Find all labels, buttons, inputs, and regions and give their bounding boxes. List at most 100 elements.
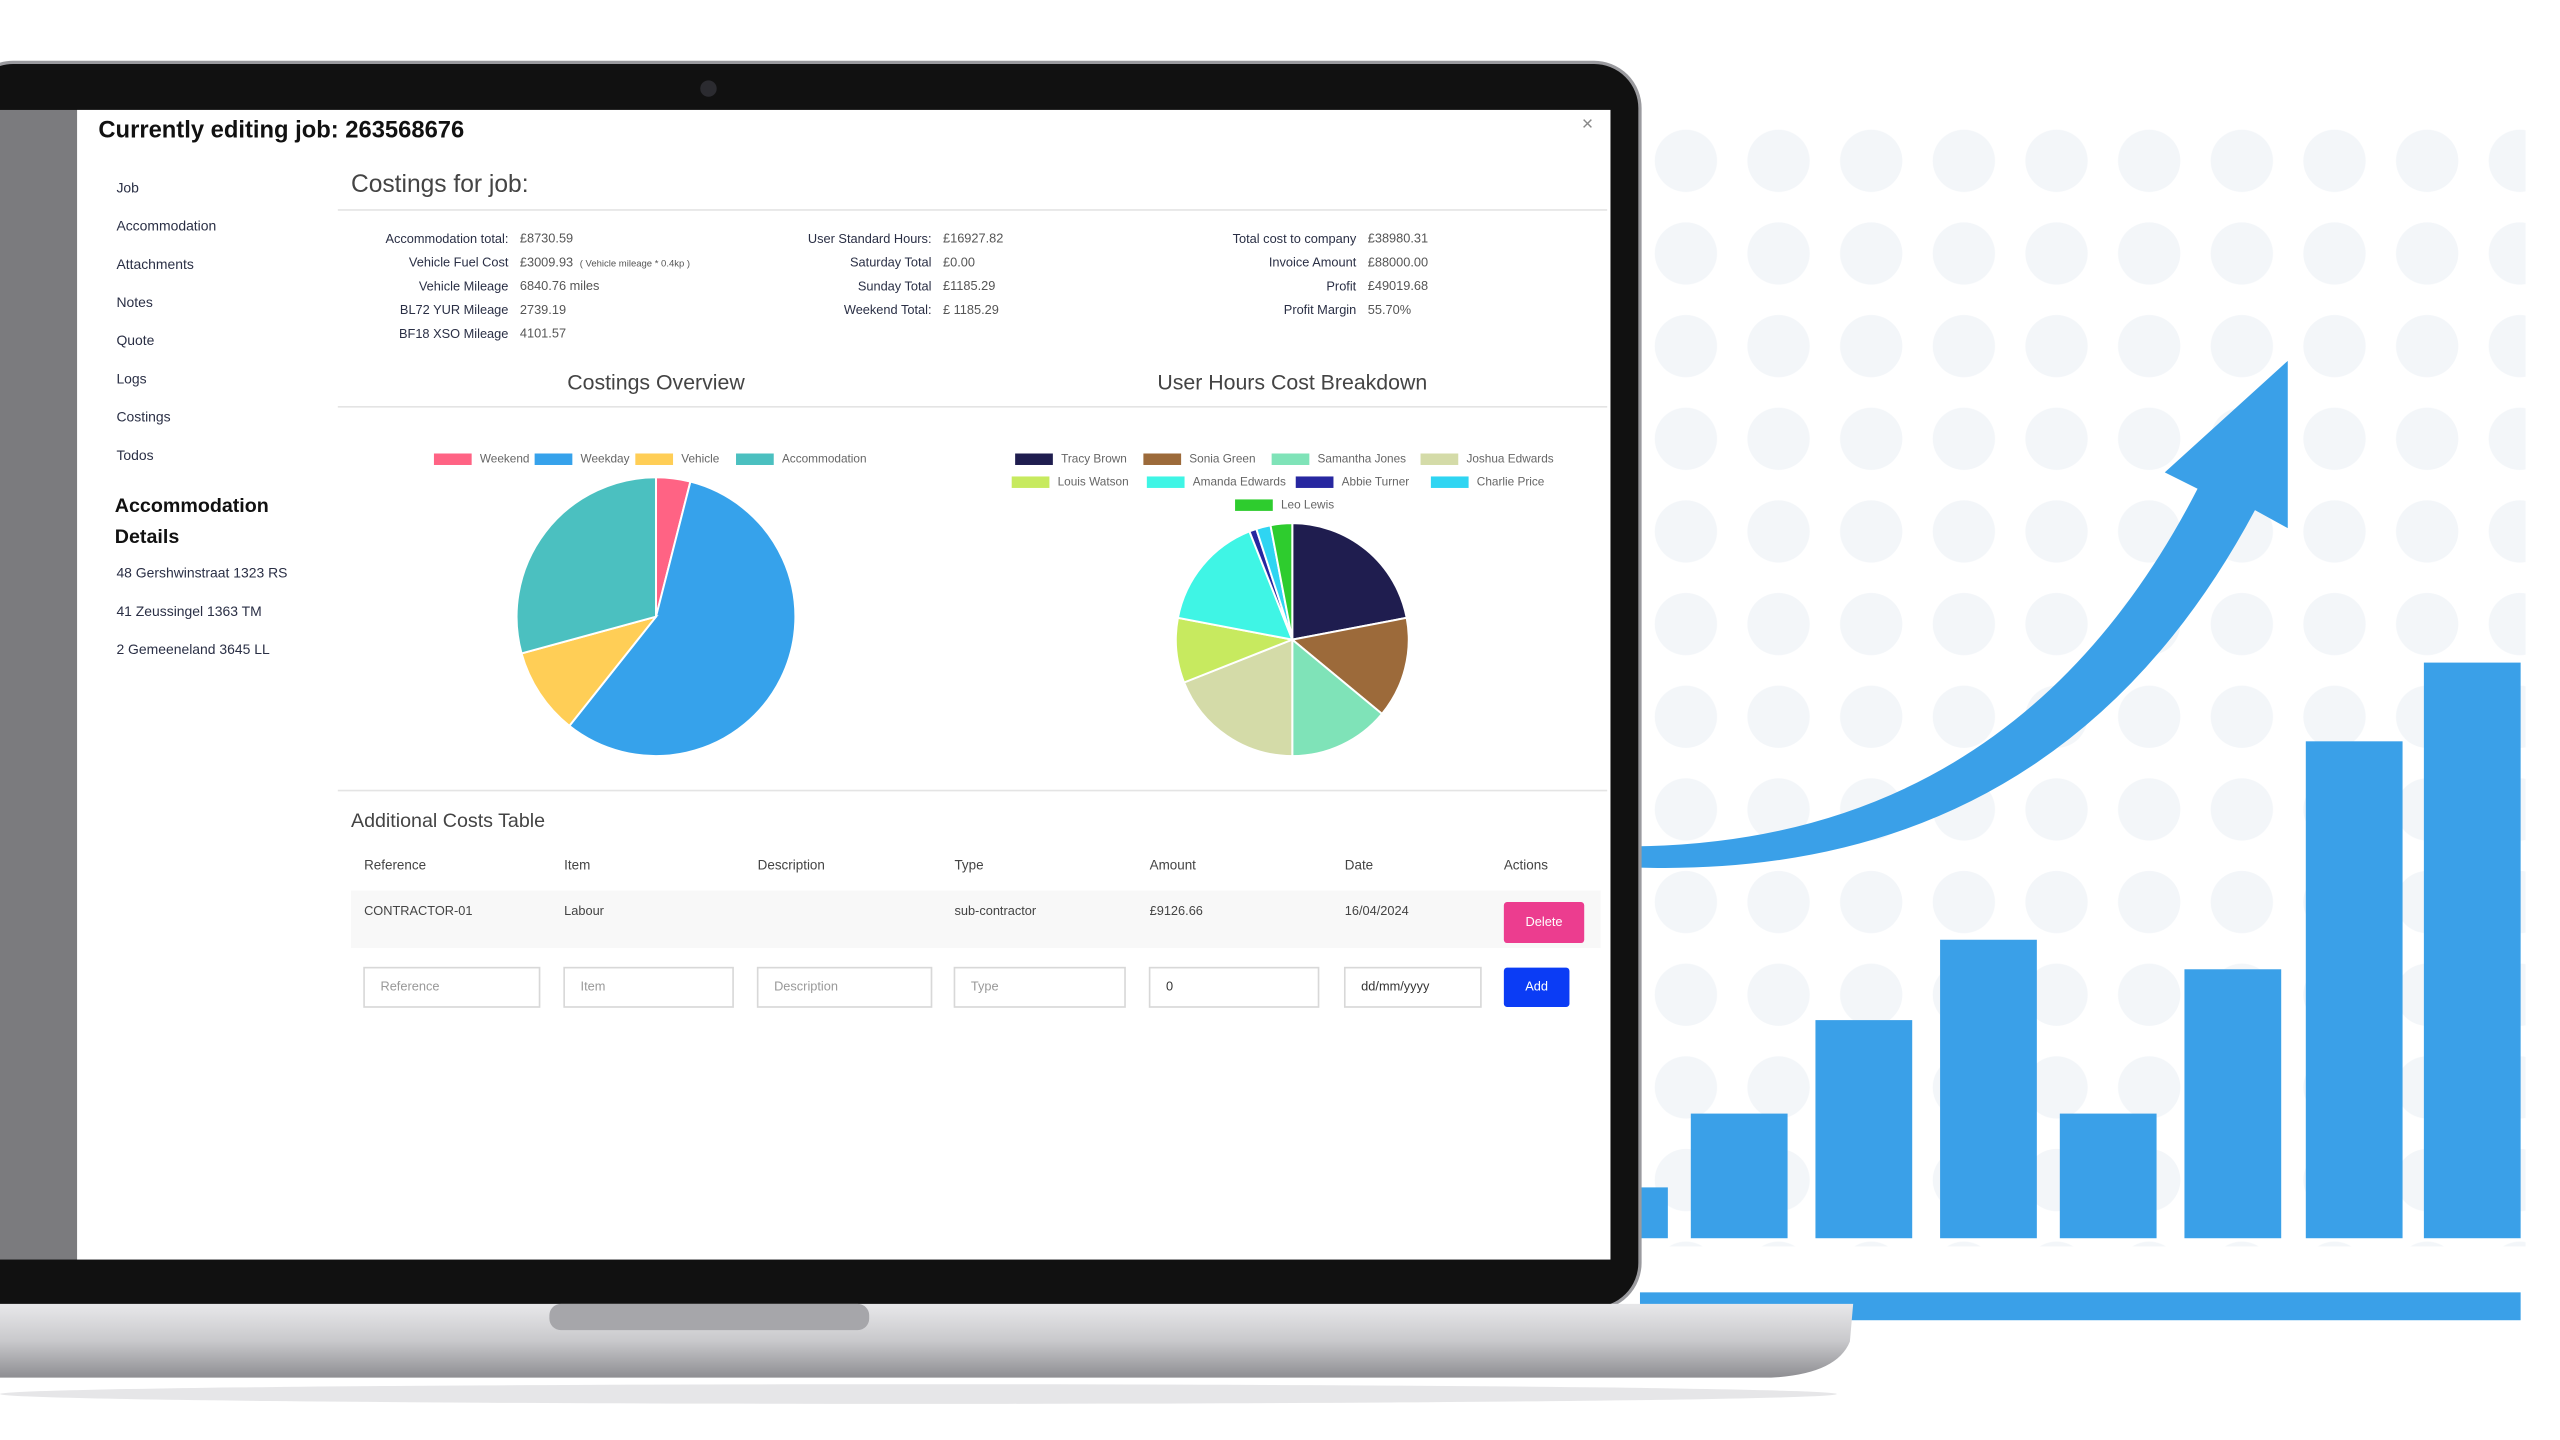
input-field[interactable] bbox=[756, 966, 933, 1008]
cost-value: 4101.57 bbox=[520, 326, 566, 341]
address: 2 Gemeeneland 3645 LL bbox=[116, 641, 270, 657]
table-header: Date bbox=[1345, 858, 1373, 873]
delete-button[interactable] bbox=[1503, 902, 1585, 944]
cost-label: Weekend Total: bbox=[844, 302, 932, 317]
cost-value: 6840.76 miles bbox=[520, 278, 600, 293]
add-button[interactable] bbox=[1503, 967, 1570, 1007]
cost-value-text: £8730.59 bbox=[520, 231, 573, 246]
table-header: Actions bbox=[1504, 858, 1548, 873]
input-field[interactable] bbox=[363, 966, 541, 1008]
decor-arrow bbox=[1639, 360, 2288, 868]
input-field[interactable] bbox=[1148, 966, 1320, 1008]
legend-label: Accommodation bbox=[782, 451, 867, 465]
cost-value-text: 4101.57 bbox=[520, 326, 566, 341]
cost-value-text: £ 1185.29 bbox=[943, 302, 999, 317]
nav-item[interactable]: Logs bbox=[116, 370, 146, 386]
cost-value-text: £88000.00 bbox=[1368, 255, 1428, 270]
legend-label: Sonia Green bbox=[1189, 451, 1255, 465]
cost-label: BF18 XSO Mileage bbox=[399, 326, 508, 341]
cost-label: User Standard Hours: bbox=[808, 231, 932, 246]
nav-item[interactable]: Notes bbox=[116, 294, 152, 310]
legend-label: Samantha Jones bbox=[1318, 451, 1407, 465]
legend-swatch bbox=[1146, 476, 1185, 488]
laptop-shadow bbox=[0, 1384, 1837, 1404]
legend-swatch bbox=[534, 453, 573, 465]
cost-label: Profit bbox=[1326, 278, 1356, 293]
costings-title: Costings for job: bbox=[351, 171, 529, 198]
laptop-notch bbox=[549, 1303, 870, 1331]
legend-label: Charlie Price bbox=[1477, 474, 1545, 488]
legend-swatch bbox=[1143, 453, 1182, 465]
input-field[interactable] bbox=[1343, 966, 1482, 1008]
decor-bar bbox=[1940, 939, 2037, 1239]
pie-slice bbox=[520, 614, 659, 728]
pie-slice bbox=[1176, 530, 1294, 641]
legend-swatch bbox=[1235, 499, 1273, 511]
laptop-base bbox=[0, 1303, 1854, 1378]
input-text: Item bbox=[581, 979, 606, 994]
legend-swatch bbox=[1420, 453, 1459, 465]
modal-title: Currently editing job: 263568676 bbox=[98, 117, 464, 144]
table-header: Reference bbox=[364, 858, 426, 873]
chart-title: Costings Overview bbox=[567, 370, 745, 394]
cost-value: £88000.00 bbox=[1368, 255, 1428, 270]
cost-value: £8730.59 bbox=[520, 231, 573, 246]
section-title: Details bbox=[115, 526, 180, 548]
decor-bars bbox=[1639, 662, 2521, 1321]
cost-value: £49019.68 bbox=[1368, 278, 1428, 293]
input-text: dd/mm/yyyy bbox=[1361, 979, 1430, 994]
cost-value: £ 1185.29 bbox=[943, 302, 999, 317]
cost-value-text: £3009.93 bbox=[520, 255, 573, 270]
legend-swatch bbox=[1295, 476, 1334, 488]
legend-label: Joshua Edwards bbox=[1466, 451, 1553, 465]
decor-bar bbox=[2305, 741, 2403, 1239]
legend-label: Abbie Turner bbox=[1342, 474, 1410, 488]
table-title: Additional Costs Table bbox=[351, 810, 545, 832]
cost-value-text: 55.70% bbox=[1368, 302, 1411, 317]
cost-label: Sunday Total bbox=[858, 278, 932, 293]
cost-value-text: £1185.29 bbox=[943, 278, 995, 293]
legend-label: Vehicle bbox=[681, 451, 719, 465]
address: 41 Zeussingel 1363 TM bbox=[116, 603, 261, 619]
cost-value: £0.00 bbox=[943, 255, 975, 270]
legend-swatch bbox=[1011, 476, 1050, 488]
camera bbox=[700, 80, 717, 97]
decor-bar bbox=[1690, 1113, 1788, 1239]
nav-item[interactable]: Job bbox=[116, 179, 139, 195]
cost-value-text: £16927.82 bbox=[943, 231, 1003, 246]
input-field[interactable] bbox=[563, 966, 734, 1008]
nav-item[interactable]: Attachments bbox=[116, 256, 193, 272]
close-button[interactable]: × bbox=[1582, 113, 1593, 135]
cost-value: £16927.82 bbox=[943, 231, 1003, 246]
table-cell: Labour bbox=[564, 903, 605, 918]
pie-slice bbox=[1291, 522, 1408, 641]
table-header: Description bbox=[758, 858, 825, 873]
pie-slice bbox=[1290, 616, 1410, 716]
decor-bar bbox=[2059, 1113, 2157, 1239]
cost-label: Vehicle Fuel Cost bbox=[409, 255, 509, 270]
pie-slice bbox=[1182, 638, 1294, 758]
cost-value: 2739.19 bbox=[520, 302, 566, 317]
table-row bbox=[350, 890, 1601, 948]
decor-bar bbox=[1639, 1187, 1668, 1239]
cost-value: £38980.31 bbox=[1368, 231, 1428, 246]
cost-label: Profit Margin bbox=[1284, 302, 1356, 317]
nav-item[interactable]: Todos bbox=[116, 447, 153, 463]
add-button-label: Add bbox=[1525, 979, 1548, 994]
table-cell: £9126.66 bbox=[1150, 903, 1203, 918]
table-header: Amount bbox=[1150, 858, 1197, 873]
nav-item[interactable]: Costings bbox=[116, 409, 170, 425]
cost-value: £1185.29 bbox=[943, 278, 995, 293]
input-text: Type bbox=[971, 979, 999, 994]
cost-label: Total cost to company bbox=[1233, 231, 1357, 246]
input-field[interactable] bbox=[953, 966, 1126, 1008]
cost-note: ( Vehicle mileage * 0.4kp ) bbox=[580, 258, 690, 269]
cost-value-text: 2739.19 bbox=[520, 302, 566, 317]
address: 48 Gershwinstraat 1323 RS bbox=[116, 565, 287, 581]
input-text: 0 bbox=[1166, 979, 1173, 994]
legend-swatch bbox=[1430, 476, 1469, 488]
nav-item[interactable]: Accommodation bbox=[116, 218, 216, 234]
nav-item[interactable]: Quote bbox=[116, 332, 154, 348]
